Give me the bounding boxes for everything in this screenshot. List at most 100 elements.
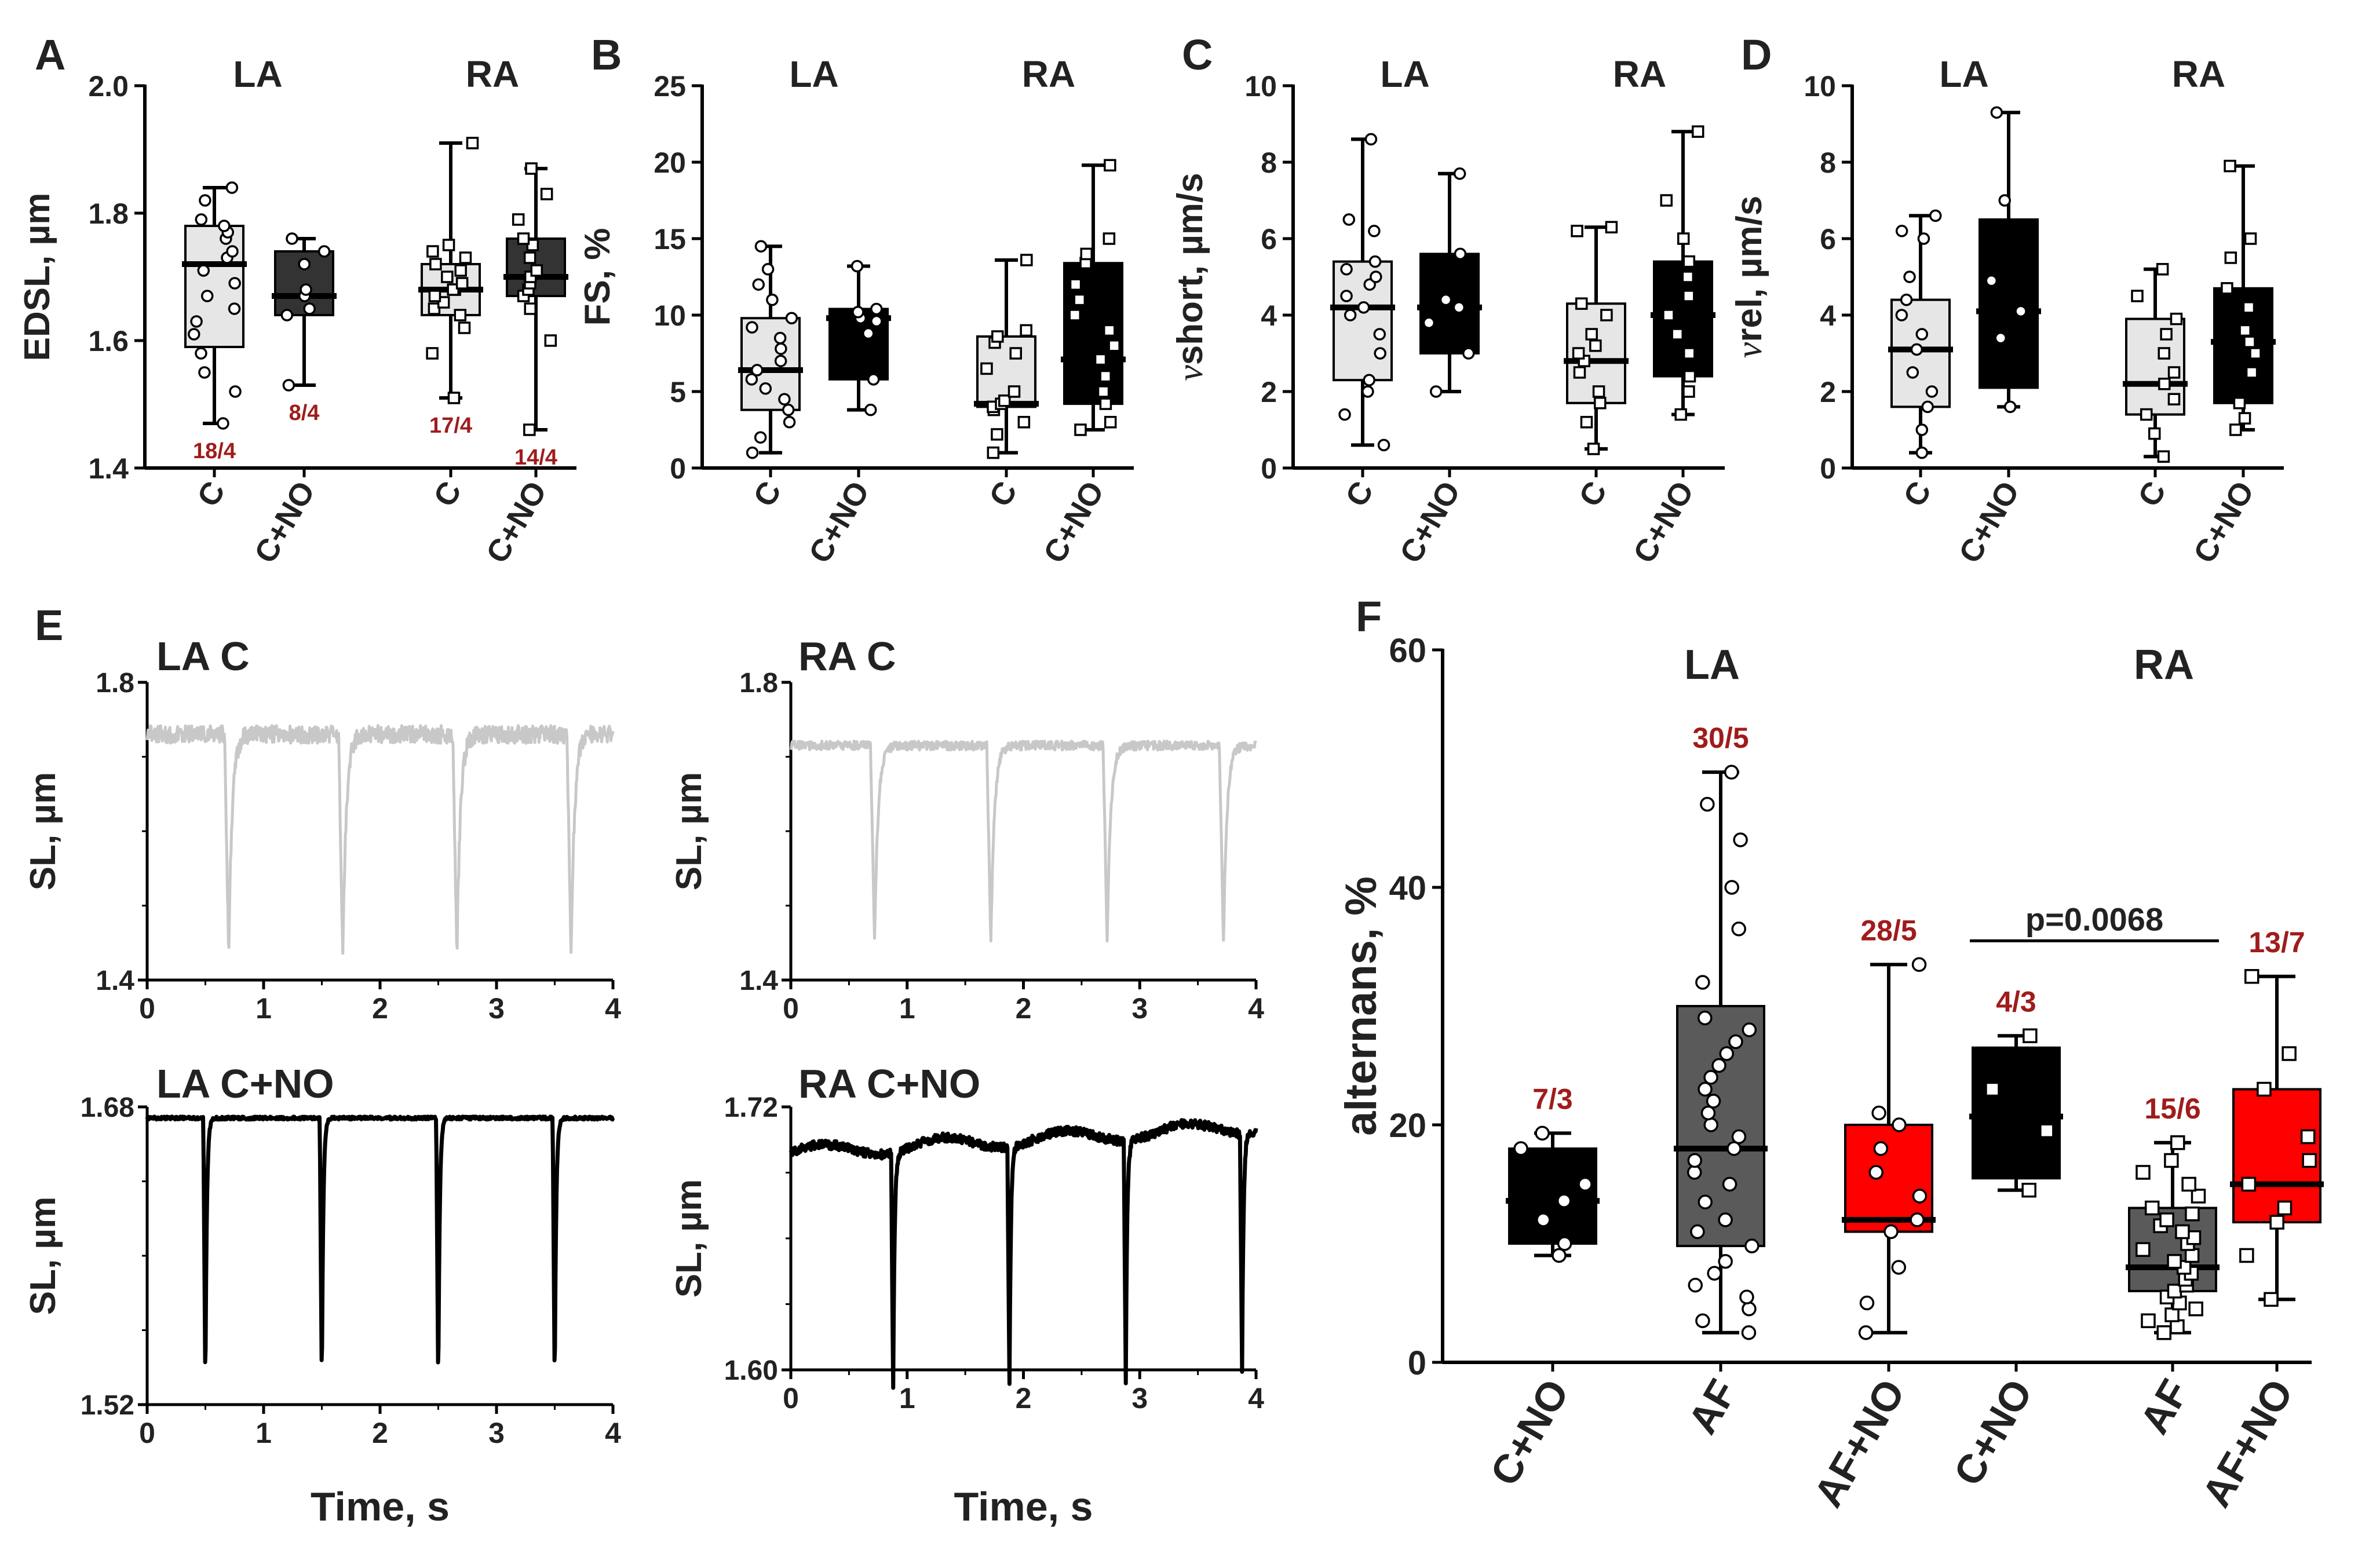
data-point [1915,446,1929,459]
box-ra-c [1564,221,1629,455]
data-point [1363,374,1375,386]
data-point [2167,366,2181,379]
data-point [2141,1313,2156,1328]
data-point [225,181,239,194]
data-point [2170,1319,2185,1335]
y-tick-label: 25 [654,70,686,103]
y-tick-label: 8 [1820,147,1836,179]
data-point [303,302,316,315]
y-tick-label: 10 [1244,70,1277,103]
data-point [523,423,536,436]
data-point [2243,335,2256,348]
data-point [1703,1070,1718,1085]
data-point [1698,1194,1713,1209]
data-point [1580,416,1593,429]
panel-letter-c: C [1182,31,1213,79]
group-label-la: LA [1684,642,1740,688]
data-point [1695,1313,1710,1328]
data-point [746,321,758,334]
box-iqr [1844,1124,1933,1233]
data-point [1571,225,1583,237]
data-point [1370,270,1382,283]
data-point [1073,293,1086,306]
data-point [2131,290,2144,302]
box-ra-cplusno [2211,159,2276,436]
trace-plot-la-cplusno: LA C+NO 1.52 1.68 0 1 2 3 4 SL, µm Time, s [23,1061,621,1529]
data-point [429,258,442,270]
data-point [1711,1058,1726,1073]
data-point [1910,1212,1925,1227]
data-point [1008,385,1021,398]
y-tick-label: 0 [1408,1344,1426,1382]
n-label: 7/3 [1532,1083,1573,1115]
data-point [1535,1125,1550,1141]
panel-letter-e: E [35,601,63,649]
data-point [1662,309,1675,321]
data-point [1921,400,1934,414]
data-point [1706,1094,1721,1109]
box-la-afplusno: 28/5 [1842,914,1936,1340]
data-point [2175,1224,2190,1240]
box-iqr [1979,218,2039,389]
group-label-la: LA [789,53,838,95]
data-point [1744,1238,1760,1253]
y-tick-label: 60 [1389,632,1426,670]
box-la-cplusno [1976,106,2041,414]
trace-plot-la-c: LA C 1.4 1.8 0 1 2 3 4 SL, µm [23,634,621,1025]
data-point [980,362,993,375]
data-point [785,312,798,325]
data-point [754,431,767,444]
panel-letter-f: F [1356,593,1382,641]
data-point [1594,397,1607,410]
data-point [540,188,553,200]
data-point [2264,1292,2279,1307]
data-point [1929,209,1942,222]
data-point [991,428,1003,441]
data-point [998,394,1011,407]
data-point [1368,255,1382,268]
data-point [2158,347,2170,360]
data-point [1903,270,1916,283]
data-point [1103,324,1116,337]
x-tick-label: 3 [1131,1382,1148,1414]
data-point [195,213,208,226]
data-point [1741,1325,1757,1340]
y-axis-label: SL, µm [669,772,709,891]
data-point [2300,1129,2316,1145]
data-point [228,277,241,290]
data-point [1718,1212,1733,1227]
data-point [454,309,467,321]
data-point [1094,353,1107,366]
data-point [750,364,764,376]
data-point [759,382,772,395]
data-point [1462,347,1475,360]
data-point [745,373,758,386]
data-point [1687,1153,1702,1168]
data-point [428,290,441,302]
data-point [229,385,242,398]
y-tick-label: 6 [1820,223,1836,255]
data-point [2003,400,2017,414]
x-tick-label: 2 [372,992,388,1025]
box-la-c [1330,133,1395,452]
data-point [1009,347,1022,360]
box-ra-c [2123,263,2188,463]
data-point [1674,408,1687,421]
x-tick-label: 1 [899,1382,915,1414]
data-point [459,251,472,264]
data-point [2158,378,2171,390]
x-axis-label: Time, s [954,1484,1093,1529]
data-point [218,220,231,232]
data-point [2021,1183,2036,1198]
data-point [2244,969,2259,984]
data-point [2229,423,2242,436]
box-la-cplusno: 7/3 [1506,1083,1600,1263]
data-point [1682,347,1696,360]
data-point [1691,125,1704,138]
x-tick-label: 2 [1016,992,1032,1025]
data-point [195,347,207,360]
data-point [217,417,229,430]
data-point [2156,263,2169,276]
data-point [1683,370,1696,383]
sarcomere-trace [789,1118,1258,1390]
